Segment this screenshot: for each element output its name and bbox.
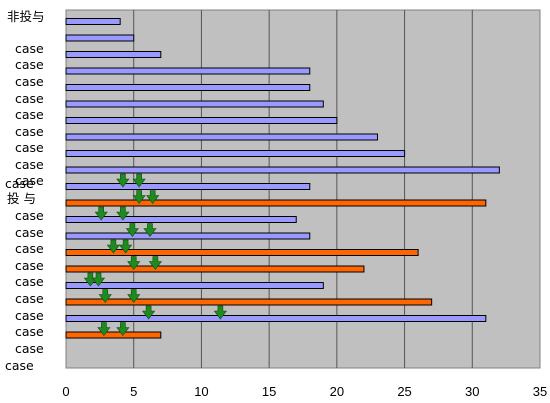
row-label-12: case xyxy=(15,241,44,256)
bar-s1-row11 xyxy=(65,199,487,207)
bar-s0-row10 xyxy=(65,183,311,190)
bar-s0-row8 xyxy=(65,150,406,157)
marker-row15-0 xyxy=(127,256,141,270)
x-tick-labels: 0 5 10 15 20 25 30 35 xyxy=(62,384,547,399)
row-label-19: case xyxy=(5,358,34,373)
marker-row14-0 xyxy=(106,239,120,254)
marker-row19-1 xyxy=(116,322,130,336)
marker-row12-0 xyxy=(94,206,108,221)
row-label-10: case xyxy=(15,208,44,223)
bar-s0-row2 xyxy=(65,51,162,58)
x-tick-label-4: 20 xyxy=(330,384,344,399)
bar-s1-row19 xyxy=(65,331,162,339)
row-label-16: case xyxy=(15,308,44,323)
bar-s0-row5 xyxy=(65,100,324,108)
x-tick-label-0: 0 xyxy=(62,384,69,399)
x-tick-label-5: 25 xyxy=(397,384,411,399)
row-label-9: case xyxy=(5,176,34,191)
bar-s0-row18 xyxy=(65,315,487,322)
marker-row18-1 xyxy=(213,305,227,320)
marker-row16-1 xyxy=(91,272,106,287)
bar-s0-row6 xyxy=(65,117,338,124)
marker-row10-0 xyxy=(116,173,130,188)
bar-s1-row17 xyxy=(65,298,433,306)
bar-s0-row16 xyxy=(65,282,324,289)
bar-s0-row1 xyxy=(65,34,135,42)
bar-s0-row0 xyxy=(65,18,121,25)
x-tick-label-6: 30 xyxy=(465,384,479,399)
marker-row13-0 xyxy=(125,223,139,237)
x-tick-label-7: 35 xyxy=(533,384,547,399)
group-label-untreated: 非投与 xyxy=(7,9,45,24)
marker-row17-1 xyxy=(127,289,141,303)
bar-s1-row14 xyxy=(65,249,419,256)
bar-s0-row3 xyxy=(65,67,311,75)
bar-s0-row12 xyxy=(65,216,297,223)
row-label-8: case xyxy=(15,173,44,188)
row-label-18: case xyxy=(15,341,44,356)
bars xyxy=(65,18,500,339)
row-label-0: case xyxy=(15,41,44,56)
marker-row16-0 xyxy=(83,272,97,287)
marker-row17-0 xyxy=(98,289,112,304)
marker-row14-1 xyxy=(118,239,133,254)
row-label-6: case xyxy=(15,140,44,155)
row-label-11: case xyxy=(15,225,44,240)
group-label-treated: 投 与 xyxy=(7,191,36,206)
row-label-1: case xyxy=(15,57,44,72)
marker-row15-1 xyxy=(148,256,162,270)
bar-s0-row7 xyxy=(65,133,378,141)
markers xyxy=(83,173,227,336)
bar-s1-row15 xyxy=(65,265,365,273)
x-tick-label-2: 10 xyxy=(194,384,208,399)
row-label-2: case xyxy=(15,74,44,89)
bar-s0-row9 xyxy=(65,166,500,174)
row-label-3: case xyxy=(15,91,44,106)
marker-row12-1 xyxy=(116,206,130,221)
marker-row18-0 xyxy=(142,305,156,320)
marker-row10-1 xyxy=(132,173,146,188)
row-label-4: case xyxy=(15,107,44,122)
row-label-7: case xyxy=(15,157,44,172)
marker-row11-0 xyxy=(132,190,146,204)
row-label-13: case xyxy=(15,258,44,273)
row-label-5: case xyxy=(15,124,44,139)
row-label-17: case xyxy=(15,324,44,339)
bar-s0-row4 xyxy=(65,84,311,91)
x-tick-label-3: 15 xyxy=(262,384,276,399)
marker-row19-0 xyxy=(97,322,111,336)
row-label-14: case xyxy=(15,274,44,289)
bar-s0-row13 xyxy=(65,232,311,240)
row-label-15: case xyxy=(15,291,44,306)
marker-row13-1 xyxy=(143,223,157,237)
marker-row11-1 xyxy=(146,190,160,204)
x-tick-label-1: 5 xyxy=(130,384,137,399)
